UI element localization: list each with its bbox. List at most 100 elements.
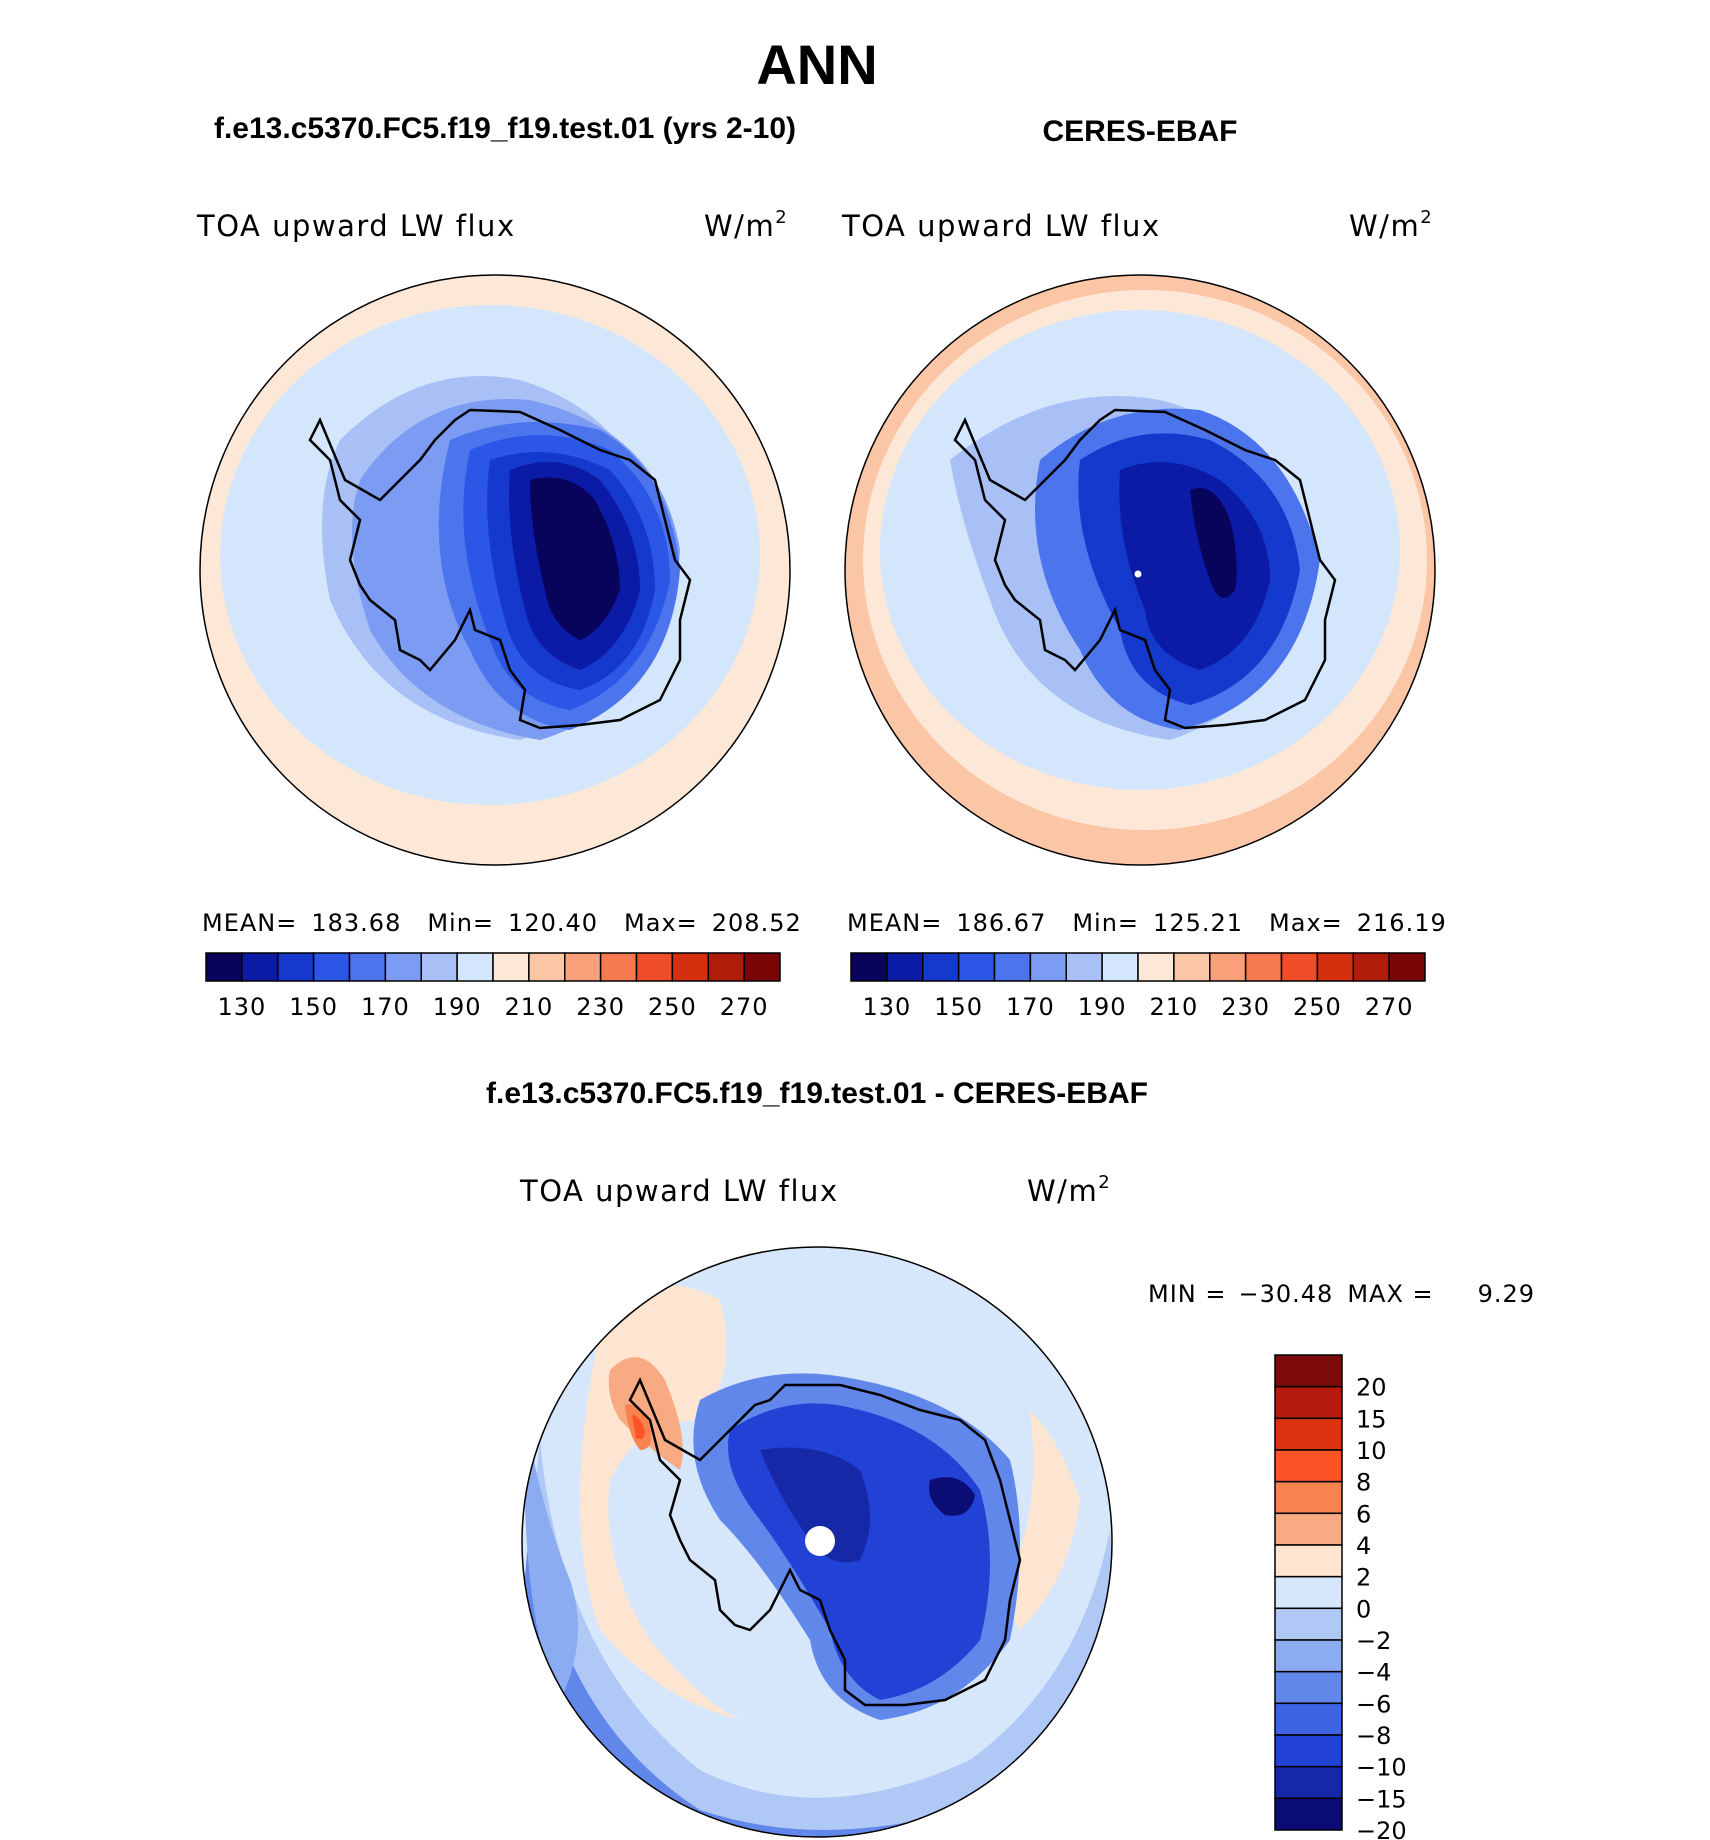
colorbar-tick-label: 4: [1356, 1532, 1371, 1560]
model-panel-title: f.e13.c5370.FC5.f19_f19.test.01 (yrs 2-1…: [214, 112, 796, 145]
obs-max-label: Max=: [1269, 909, 1343, 937]
diff-panel-title: f.e13.c5370.FC5.f19_f19.test.01 - CERES-…: [486, 1077, 1148, 1110]
diff-max-label: MAX =: [1347, 1280, 1433, 1308]
obs-panel-title: CERES-EBAF: [1042, 115, 1237, 148]
colorbar-tick-label: 190: [433, 993, 482, 1021]
colorbar-tick-label: 15: [1356, 1405, 1387, 1433]
diff-minmax: MIN = −30.48 MAX = 9.29: [1148, 1280, 1535, 1308]
colorbar-swatch: [456, 952, 494, 982]
diff-pole-hole: [805, 1526, 835, 1556]
colorbar-swatch: [564, 952, 602, 982]
colorbar-tick-label: 20: [1356, 1374, 1387, 1402]
colorbar-swatch: [1137, 952, 1175, 982]
colorbar-swatch: [277, 952, 315, 982]
diff-ring-minus4: [522, 1440, 1112, 1837]
colorbar-swatch: [348, 952, 387, 982]
colorbar-swatch: [1173, 952, 1211, 982]
obs-coastline: [953, 408, 1337, 730]
obs-mean-label: MEAN=: [847, 909, 942, 937]
colorbar-swatch: [1274, 1765, 1343, 1800]
colorbar-tick-label: 130: [862, 993, 911, 1021]
colorbar-swatch: [241, 952, 279, 982]
obs-pole-dot: [1134, 570, 1142, 578]
model-mean-label: MEAN=: [202, 909, 297, 937]
colorbar-tick-label: 150: [289, 993, 338, 1021]
diff-right-plus2: [1010, 1410, 1080, 1630]
colorbar-swatch: [1065, 952, 1103, 982]
colorbar-swatch: [1274, 1480, 1343, 1515]
colorbar-swatch: [1388, 952, 1426, 982]
colorbar-swatch: [850, 952, 888, 982]
colorbar-swatch: [1274, 1734, 1343, 1768]
diff-variable-label: TOA upward LW flux: [519, 1174, 839, 1208]
model-contour-130: [530, 477, 620, 640]
diff-polar-map: [522, 1247, 1112, 1837]
model-variable-label: TOA upward LW flux: [196, 209, 516, 243]
diff-map-border: [521, 1246, 1113, 1838]
colorbar-tick-label: −2: [1356, 1627, 1391, 1655]
obs-max-value: 216.19: [1357, 909, 1447, 937]
colorbar-swatch: [1352, 952, 1390, 982]
obs-panel: TOA upward LW flux W/m2 MEAN= 186.67 Min= 1…: [841, 207, 1447, 1021]
colorbar-swatch: [1316, 952, 1354, 982]
colorbar-tick-label: 230: [1221, 993, 1270, 1021]
colorbar-tick-label: 270: [720, 993, 769, 1021]
colorbar-swatch: [635, 952, 674, 982]
model-max-label: Max=: [624, 909, 698, 937]
colorbar-swatch: [1029, 952, 1067, 982]
colorbar-swatch: [1274, 1797, 1343, 1831]
diff-peninsula-plus10: [632, 1415, 645, 1440]
colorbar-swatch: [1274, 1354, 1343, 1388]
colorbar-swatch: [1274, 1417, 1343, 1451]
model-polar-map: [200, 275, 790, 865]
model-colorbar: 130 150 170 190 210 230 250 270: [205, 952, 781, 1021]
season-title: ANN: [756, 33, 877, 96]
colorbar-tick-label: 150: [934, 993, 983, 1021]
colorbar-swatch: [599, 952, 638, 982]
diff-units-label: W/m2: [1027, 1172, 1111, 1208]
colorbar-tick-label: 0: [1356, 1595, 1371, 1623]
colorbar-tick-label: 250: [648, 993, 697, 1021]
colorbar-tick-label: 270: [1365, 993, 1414, 1021]
diff-units-exp: 2: [1098, 1172, 1111, 1193]
obs-contour-130: [1190, 488, 1237, 598]
obs-mean-value: 186.67: [956, 909, 1046, 937]
colorbar-tick-label: 250: [1293, 993, 1342, 1021]
colorbar-tick-label: 210: [1149, 993, 1198, 1021]
diff-coastline: [628, 1376, 1022, 1707]
diff-interior-minus20: [929, 1477, 975, 1516]
diff-left-lobe: [524, 1420, 578, 1700]
colorbar-tick-label: 130: [217, 993, 266, 1021]
colorbar-swatch: [420, 952, 458, 982]
model-min-value: 120.40: [508, 909, 598, 937]
diff-max-value: 9.29: [1478, 1280, 1535, 1308]
colorbar-swatch: [743, 952, 781, 982]
model-units-label: W/m2: [704, 207, 788, 243]
colorbar-swatch: [707, 952, 745, 982]
model-min-label: Min=: [427, 909, 494, 937]
obs-variable-label: TOA upward LW flux: [841, 209, 1161, 243]
colorbar-swatch: [957, 952, 996, 982]
colorbar-swatch: [1274, 1607, 1343, 1641]
colorbar-tick-label: −8: [1356, 1722, 1391, 1750]
obs-min-value: 125.21: [1153, 909, 1243, 937]
colorbar-tick-label: 210: [504, 993, 553, 1021]
diff-min-value: −30.48: [1238, 1280, 1333, 1308]
diff-min-label: MIN =: [1148, 1280, 1226, 1308]
colorbar-swatch: [384, 952, 422, 982]
obs-min-label: Min=: [1072, 909, 1139, 937]
diff-units-base: W/m: [1027, 1174, 1098, 1208]
model-units-base: W/m: [704, 209, 775, 243]
obs-units-label: W/m2: [1349, 207, 1433, 243]
colorbar-swatch: [1274, 1639, 1343, 1673]
colorbar-tick-label: 190: [1078, 993, 1127, 1021]
colorbar-swatch: [492, 952, 530, 982]
colorbar-swatch: [1244, 952, 1283, 982]
obs-colorbar: 130 150 170 190 210 230 250 270: [850, 952, 1426, 1021]
colorbar-tick-label: −4: [1356, 1659, 1391, 1687]
model-mean-value: 183.68: [311, 909, 401, 937]
colorbar-swatch: [1274, 1702, 1343, 1736]
obs-polar-map: [845, 275, 1435, 865]
diff-peninsula-plus4: [608, 1357, 683, 1470]
